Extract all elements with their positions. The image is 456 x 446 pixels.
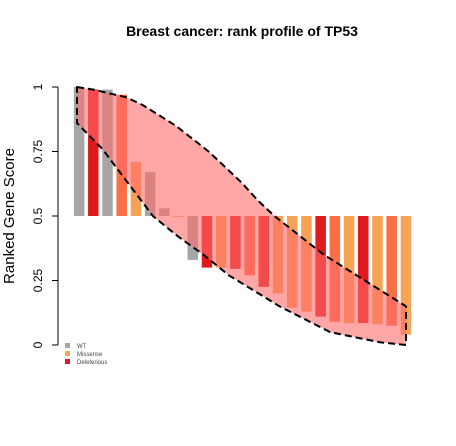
confidence-band: [76, 86, 407, 346]
bar-missense: [372, 216, 383, 325]
y-axis: 0 0.25 0.5 0.75 1: [31, 83, 59, 348]
legend: WT Missense Deleterious: [65, 343, 107, 366]
bar-missense: [386, 216, 397, 326]
band-outline: [76, 86, 407, 346]
legend-swatch-deleterious: [65, 359, 70, 364]
y-axis-label: Ranked Gene Score: [1, 148, 18, 284]
bar-deleterious: [358, 216, 369, 324]
band-fill: [77, 87, 406, 345]
legend-swatch-missense: [65, 351, 70, 356]
bar-deleterious: [88, 89, 99, 216]
y-tick-label: 0.75: [31, 139, 45, 163]
y-tick-label: 0.25: [31, 268, 45, 292]
legend-label-deleterious: Deleterious: [77, 360, 107, 366]
chart-title: Breast cancer: rank profile of TP53: [126, 23, 358, 39]
legend-swatch-wt: [65, 343, 70, 348]
bar-wt: [73, 87, 85, 216]
y-tick-label: 1: [31, 83, 45, 90]
bar-missense: [400, 216, 412, 335]
legend-label-wt: WT: [77, 344, 87, 350]
y-tick-label: 0: [31, 341, 45, 348]
legend-label-missense: Missense: [77, 352, 103, 358]
y-tick-label: 0.5: [31, 207, 45, 224]
